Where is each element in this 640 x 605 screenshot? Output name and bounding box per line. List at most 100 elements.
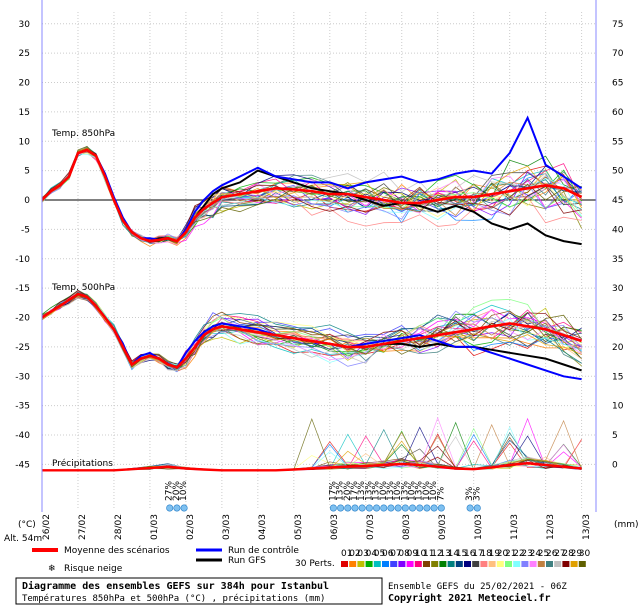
left-tick-label: -35 (15, 402, 30, 412)
member-swatch (570, 561, 578, 567)
member-swatch (439, 561, 447, 567)
member-label: 01 (341, 549, 352, 559)
member-swatch (455, 561, 463, 567)
member-swatch (357, 561, 365, 567)
right-tick-label: 35 (612, 255, 623, 265)
member-swatch (382, 561, 389, 567)
date-tick-label: 12/03 (546, 514, 556, 540)
right-tick-label: 40 (612, 225, 624, 235)
member-swatch (546, 561, 553, 567)
panel-label-t850: Temp. 850hPa (51, 129, 115, 139)
right-tick-label: 70 (612, 49, 624, 59)
snow-risk-label: 10% (179, 481, 189, 501)
right-tick-label: 55 (612, 137, 623, 147)
date-tick-label: 06/03 (330, 514, 340, 540)
snow-risk-label: 13% (364, 481, 374, 501)
member-line (42, 295, 582, 372)
chart-title: Diagramme des ensembles GEFS sur 384h po… (22, 580, 329, 592)
panel-label-precip: Précipitations (52, 458, 113, 469)
right-tick-label: 60 (612, 108, 624, 118)
snow-risk-marker (344, 504, 352, 512)
member-swatch (406, 561, 414, 567)
left-axis-ticks: 30 25 20 15 10 5 0 -5 -10 -15 -20 -25 -30 -35 -40 -45 (15, 20, 30, 471)
member-swatch (488, 561, 496, 567)
right-tick-label: 30 (612, 284, 624, 294)
series-mean850 (42, 148, 583, 243)
member-label: 13 (439, 549, 450, 559)
date-tick-label: 10/03 (474, 514, 484, 540)
member-label: 14 (448, 549, 460, 559)
snow-risk-label: 13% (372, 481, 382, 501)
member-swatch (578, 561, 586, 567)
member-swatch (341, 561, 348, 567)
main-series (42, 115, 583, 472)
member-line (42, 151, 582, 244)
legend-gfs-label: Run GFS (228, 556, 266, 566)
right-tick-label: 65 (612, 79, 623, 89)
left-tick-label: 10 (19, 137, 31, 147)
snow-risk-marker (166, 504, 174, 512)
member-label: 03 (357, 549, 368, 559)
snow-risk-marker (351, 504, 359, 512)
date-tick-label: 04/03 (258, 514, 268, 540)
member-line (42, 295, 582, 372)
snow-icon: ❄ (48, 564, 56, 574)
source-line: Ensemble GEFS du 25/02/2021 - 06Z (388, 582, 567, 592)
right-tick-label: 0 (612, 460, 618, 470)
member-label: 28 (562, 549, 574, 559)
member-swatch (505, 561, 512, 567)
snow-risk-label: 20% (343, 481, 353, 501)
snow-risk-label: 13% (357, 481, 367, 501)
member-label: 12 (431, 549, 442, 559)
member-swatch (464, 561, 471, 567)
member-line (42, 153, 582, 244)
member-label: 11 (423, 549, 434, 559)
snow-risk-marker (337, 504, 345, 512)
member-label: 17 (472, 549, 483, 559)
member-swatch (521, 561, 529, 567)
left-tick-label: 15 (19, 108, 30, 118)
member-label: 19 (489, 549, 501, 559)
date-tick-label: 08/03 (402, 514, 412, 540)
legend-snow-label: Risque neige (64, 564, 123, 574)
left-tick-label: 30 (19, 20, 31, 30)
left-unit: (°C) (18, 520, 36, 530)
right-tick-label: 75 (612, 20, 623, 30)
member-swatch (513, 561, 521, 567)
snow-risk-marker (358, 504, 366, 512)
member-legend-labels: 0102030405060708091011121314151617181920… (341, 549, 591, 559)
member-label: 08 (398, 549, 410, 559)
snow-risk-marker (387, 504, 395, 512)
member-swatch (431, 561, 439, 567)
member-line (42, 295, 582, 371)
member-label: 10 (415, 549, 427, 559)
member-swatch (562, 561, 570, 567)
snow-risk-marker (466, 504, 474, 512)
snow-risk-label: 13% (400, 481, 410, 501)
legend-control-label: Run de contrôle (228, 545, 299, 556)
copyright: Copyright 2021 Meteociel.fr (388, 592, 551, 604)
left-tick-label: -40 (15, 431, 30, 441)
left-tick-label: -5 (21, 225, 30, 235)
right-tick-label: 5 (612, 431, 618, 441)
member-label: 09 (407, 549, 419, 559)
date-tick-label: 28/02 (114, 514, 124, 540)
snow-risk-marker (380, 504, 388, 512)
member-label: 27 (554, 549, 565, 559)
snow-risk-marker (365, 504, 373, 512)
member-label: 25 (538, 549, 549, 559)
legend-mean-label: Moyenne des scénarios (64, 545, 170, 556)
snow-risk-label: 13% (415, 481, 425, 501)
member-label: 05 (374, 549, 385, 559)
left-tick-label: 20 (19, 79, 31, 89)
panel-label-t500: Temp. 500hPa (51, 283, 115, 293)
member-label: 15 (456, 549, 467, 559)
member-label: 24 (530, 549, 542, 559)
member-line (42, 152, 582, 244)
member-label: 20 (497, 549, 509, 559)
snow-risk-marker (373, 504, 381, 512)
snow-risk-label: 10% (408, 481, 418, 501)
left-tick-label: -25 (15, 343, 30, 353)
snow-risk-marker (437, 504, 445, 512)
